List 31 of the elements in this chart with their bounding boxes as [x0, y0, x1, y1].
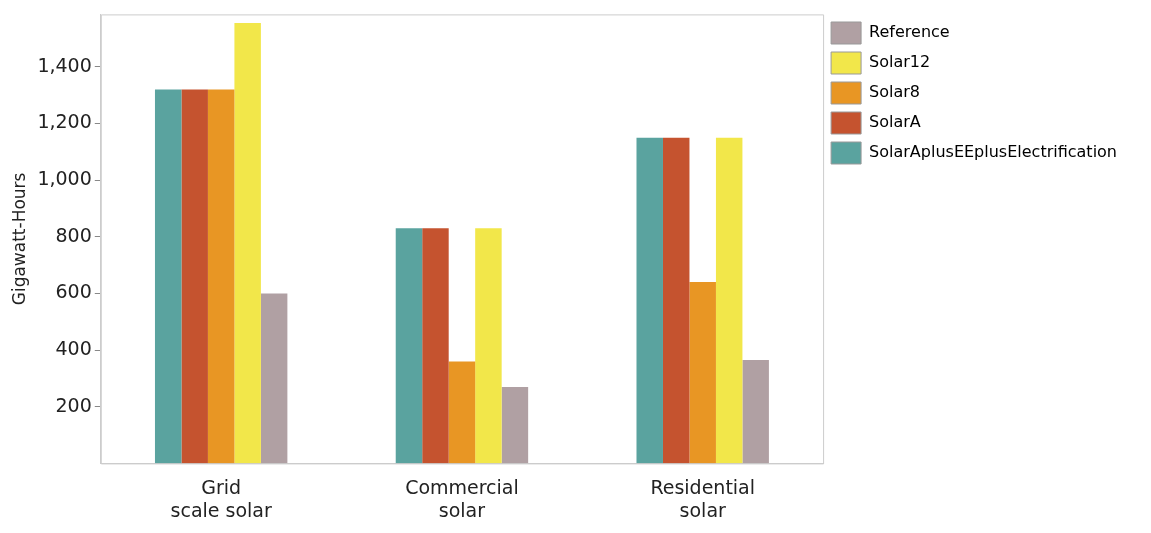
y-axis-title: Gigawatt-Hours — [8, 172, 29, 306]
legend-label: SolarA — [869, 112, 921, 132]
legend-label: Solar8 — [869, 82, 921, 102]
bar — [181, 89, 208, 464]
bar — [636, 137, 663, 464]
legend-label: SolarAplusEEplusElectrification — [869, 142, 1118, 162]
y-tick-label: 600 — [55, 280, 92, 303]
legend-label: Solar12 — [869, 52, 931, 72]
bar — [742, 360, 769, 464]
bar — [207, 89, 235, 464]
y-tick-label: 200 — [55, 393, 92, 416]
bar — [260, 293, 288, 464]
y-tick-label: 1,200 — [37, 110, 92, 133]
bar — [154, 89, 182, 464]
bar — [689, 282, 716, 464]
y-tick-label: 1,000 — [37, 167, 92, 190]
bar — [448, 361, 476, 464]
bar — [422, 228, 449, 464]
y-tick-label: 400 — [55, 337, 92, 360]
y-tick-label: 1,400 — [37, 53, 92, 76]
y-tick-label: 800 — [55, 223, 92, 246]
bar — [715, 137, 743, 464]
x-tick-label: Commercial solar — [405, 475, 519, 521]
bar — [662, 137, 690, 464]
bar — [475, 228, 502, 464]
bar — [501, 386, 529, 464]
legend-label: Reference — [869, 22, 950, 42]
bar — [234, 22, 261, 464]
bar — [395, 228, 423, 464]
x-tick-label: Residential solar — [650, 475, 756, 521]
x-tick-label: Grid scale solar — [170, 475, 272, 521]
